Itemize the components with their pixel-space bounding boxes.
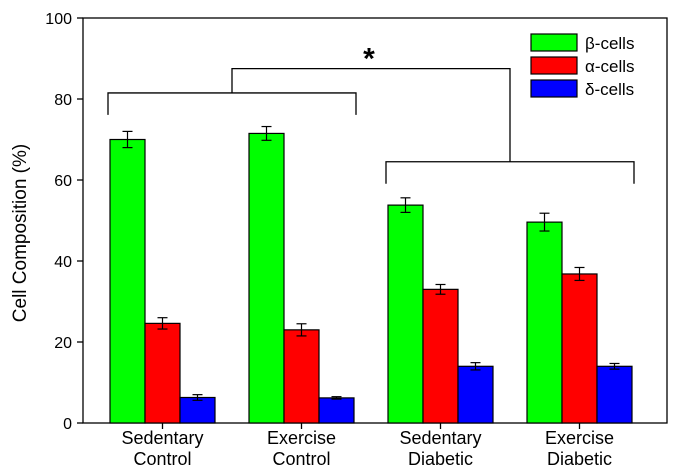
significance-bracket [385, 161, 635, 184]
y-tick-label: 100 [45, 11, 72, 28]
y-axis-title: Cell Composition (%) [10, 144, 31, 322]
bar [109, 138, 146, 424]
significance-bracket [107, 92, 357, 115]
bar [179, 396, 216, 424]
legend-swatch [530, 79, 578, 98]
bar [596, 365, 633, 424]
x-category-label: Diabetic [547, 449, 612, 469]
x-axis-labels: SedentaryControlExerciseControlSedentary… [121, 423, 614, 469]
bars [109, 132, 633, 424]
bar [561, 273, 598, 424]
bar [283, 329, 320, 424]
x-category-label: Control [133, 449, 191, 469]
legend-label: α-cells [585, 57, 635, 76]
legend: β-cells α-cells δ-cells [530, 33, 635, 99]
y-axis: 0 20 40 60 80 100 [45, 11, 83, 433]
bar [526, 221, 563, 424]
bar [422, 288, 459, 424]
y-tick-label: 60 [54, 173, 72, 190]
y-tick-label: 20 [54, 335, 72, 352]
legend-label: δ-cells [585, 80, 634, 99]
y-tick-label: 80 [54, 92, 72, 109]
x-category-label: Exercise [267, 428, 336, 448]
bar [387, 204, 424, 424]
error-bars [122, 125, 620, 401]
y-tick-label: 40 [54, 254, 72, 271]
x-category-label: Exercise [545, 428, 614, 448]
bar [318, 397, 355, 424]
significance-connector [231, 67, 511, 162]
plot-frame [82, 17, 668, 424]
legend-label: β-cells [585, 34, 634, 53]
bar [457, 365, 494, 424]
x-category-label: Sedentary [121, 428, 203, 448]
significance-annotation: * [107, 43, 635, 184]
significance-star: * [363, 43, 375, 76]
x-category-label: Control [272, 449, 330, 469]
legend-swatch [530, 33, 578, 52]
bar [248, 132, 285, 424]
y-tick-label: 0 [63, 416, 72, 433]
bar [144, 322, 181, 424]
legend-swatch [530, 56, 578, 75]
x-category-label: Sedentary [399, 428, 481, 448]
x-category-label: Diabetic [408, 449, 473, 469]
